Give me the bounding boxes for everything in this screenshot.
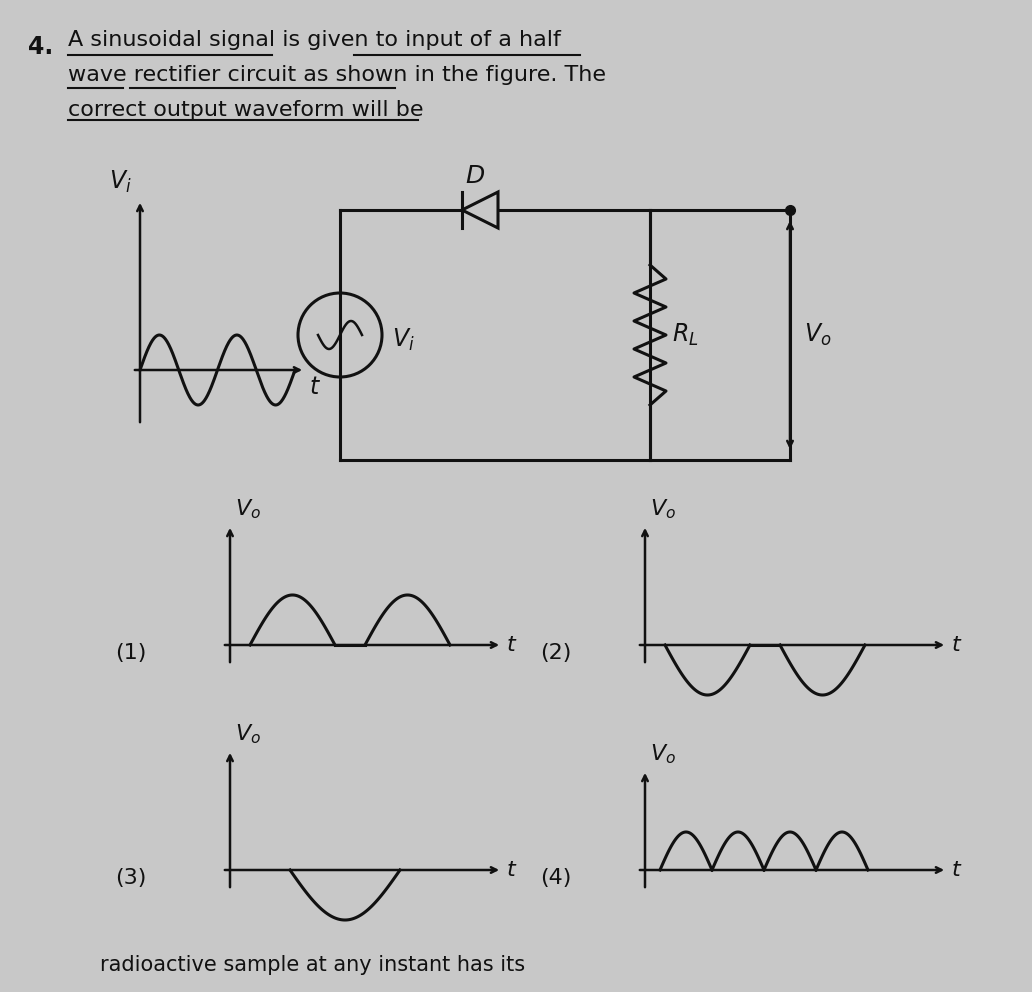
Text: $t$: $t$ [309,375,321,399]
Text: $V_o$: $V_o$ [650,497,676,521]
Text: $t$: $t$ [506,860,517,880]
Text: D: D [465,164,485,188]
Text: A sinusoidal signal is given to input of a half: A sinusoidal signal is given to input of… [68,30,560,50]
Text: correct output waveform will be: correct output waveform will be [68,100,423,120]
Text: (3): (3) [115,868,147,888]
Text: $V_o$: $V_o$ [235,722,261,746]
Text: $V_o$: $V_o$ [804,321,832,348]
Text: $V_o$: $V_o$ [650,742,676,766]
Text: (4): (4) [540,868,572,888]
Text: $R_L$: $R_L$ [672,321,699,348]
Text: $V_o$: $V_o$ [235,497,261,521]
Text: $t$: $t$ [506,635,517,655]
Text: $t$: $t$ [952,860,963,880]
Text: $V_i$: $V_i$ [109,169,132,195]
Text: radioactive sample at any instant has its: radioactive sample at any instant has it… [100,955,525,975]
Text: (1): (1) [115,643,147,663]
Text: (2): (2) [540,643,572,663]
Text: $t$: $t$ [952,635,963,655]
Text: 4.: 4. [28,35,54,59]
Text: $V_i$: $V_i$ [392,327,415,353]
Text: wave rectifier circuit as shown in the figure. The: wave rectifier circuit as shown in the f… [68,65,606,85]
